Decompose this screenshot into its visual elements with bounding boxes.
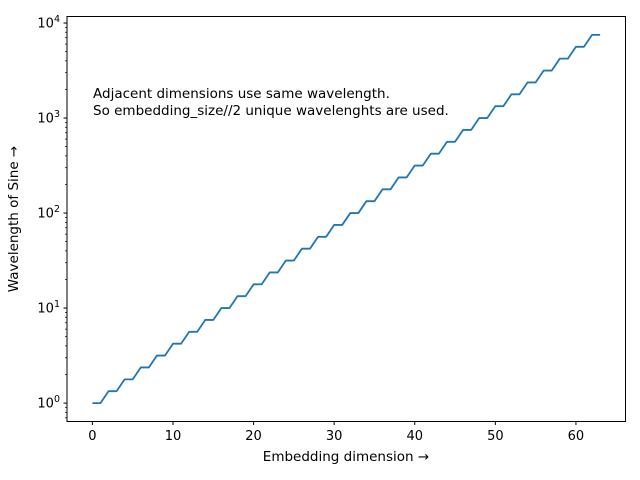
y-tick-label: 104	[37, 14, 60, 32]
x-tick-label: 50	[487, 429, 504, 444]
annotation-line-1: Adjacent dimensions use same wavelength.	[93, 86, 390, 102]
y-tick-label: 103	[37, 109, 60, 127]
y-tick-label: 101	[37, 299, 60, 317]
annotation-line-2: So embedding_size//2 unique wavelenghts …	[93, 102, 449, 119]
x-axis-label: Embedding dimension →	[262, 449, 430, 465]
plot-spines	[66, 16, 626, 422]
x-tick-label: 20	[245, 429, 262, 444]
x-tick-label: 30	[326, 429, 343, 444]
chart-annotation: Adjacent dimensions use same wavelength.…	[93, 86, 449, 119]
x-tick-label: 0	[88, 429, 96, 444]
x-tick-label: 60	[568, 429, 585, 444]
x-tick-label: 10	[165, 429, 182, 444]
y-tick-label: 100	[37, 394, 60, 412]
wavelength-line	[92, 34, 601, 404]
y-tick-label: 102	[37, 204, 60, 222]
x-tick-label: 40	[406, 429, 423, 444]
y-axis-label: Wavelength of Sine →	[6, 145, 22, 293]
